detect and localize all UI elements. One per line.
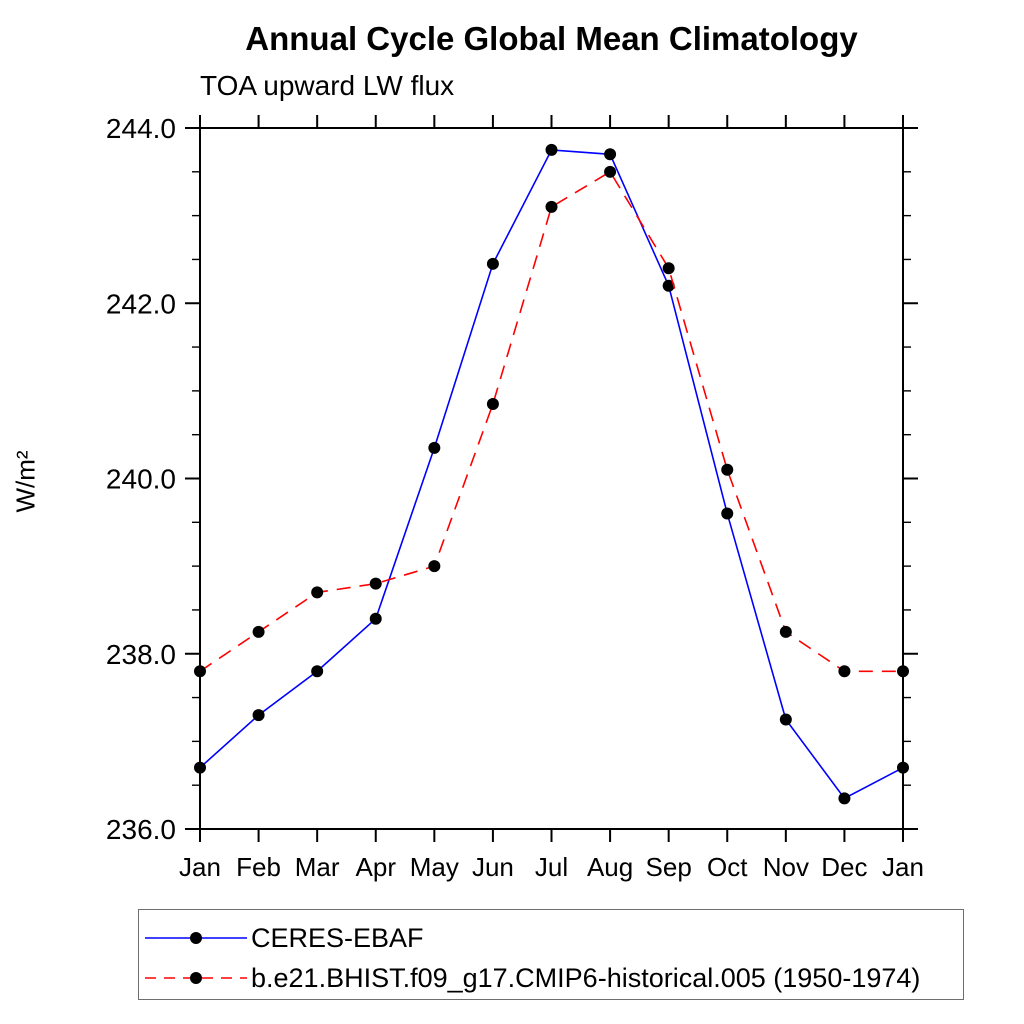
data-point-0-May: [428, 441, 441, 454]
data-point-0-Mar: [311, 665, 324, 678]
data-point-1-Dec: [838, 665, 851, 678]
x-tick-label: Feb: [236, 852, 281, 882]
data-point-1-Feb: [252, 625, 265, 638]
series-line-0: [199, 149, 904, 800]
data-point-0-Feb: [252, 709, 265, 722]
data-point-1-Jun: [486, 398, 499, 411]
x-tick-label: Dec: [821, 852, 867, 882]
chart-subtitle: TOA upward LW flux: [200, 70, 455, 101]
data-point-1-Jan: [194, 665, 206, 678]
data-point-0-Jan: [194, 761, 206, 774]
legend-box: CERES-EBAF b.e21.BHIST.f09_g17.CMIP6-his…: [138, 909, 964, 1000]
data-point-0-Oct: [721, 507, 734, 520]
x-tick-label: Mar: [295, 852, 340, 882]
x-tick-label: Jan: [882, 852, 924, 882]
data-point-1-Aug: [604, 165, 617, 178]
data-point-0-Apr: [369, 612, 382, 625]
data-point-0-Jan: [897, 761, 909, 774]
legend-item-model: b.e21.BHIST.f09_g17.CMIP6-historical.005…: [143, 963, 920, 993]
x-tick-label: Oct: [707, 852, 748, 882]
data-point-1-Jan: [897, 665, 909, 678]
chart-title: Annual Cycle Global Mean Climatology: [245, 20, 858, 57]
y-tick-label: 242.0: [106, 288, 176, 319]
data-point-0-Aug: [604, 148, 617, 161]
data-point-0-Sep: [662, 279, 675, 292]
x-tick-label: Jun: [472, 852, 514, 882]
data-point-1-May: [428, 560, 441, 573]
y-axis-title: W/m²: [10, 450, 41, 513]
data-point-0-Jun: [486, 257, 499, 270]
data-point-0-Nov: [779, 713, 792, 726]
legend-marker-dot: [190, 972, 202, 984]
y-tick-label: 236.0: [106, 814, 176, 845]
x-tick-label: Jul: [535, 852, 568, 882]
data-point-0-Jul: [545, 143, 558, 156]
y-tick-label: 238.0: [106, 639, 176, 670]
x-tick-label: Jan: [179, 852, 221, 882]
data-point-1-Jul: [545, 200, 558, 213]
axes-frame: [199, 127, 904, 830]
data-point-0-Dec: [838, 792, 851, 805]
series-line-1: [199, 170, 903, 673]
legend-label-ceres-ebaf: CERES-EBAF: [251, 922, 424, 953]
legend-solid-line-sample: [145, 932, 247, 944]
data-point-1-Apr: [369, 577, 382, 590]
y-tick-label: 240.0: [106, 464, 176, 495]
legend-dashed-line-sample: [145, 972, 247, 984]
x-tick-label: Apr: [356, 852, 397, 882]
legend-marker-dot: [190, 932, 202, 944]
data-point-1-Mar: [311, 586, 324, 599]
x-tick-label: Aug: [587, 852, 633, 882]
data-point-1-Nov: [779, 625, 792, 638]
legend-item-ceres-ebaf: CERES-EBAF: [143, 923, 424, 953]
legend-label-model: b.e21.BHIST.f09_g17.CMIP6-historical.005…: [251, 962, 921, 993]
y-tick-label: 244.0: [106, 113, 176, 144]
x-tick-label: Sep: [646, 852, 692, 882]
data-point-1-Oct: [721, 463, 734, 476]
data-point-1-Sep: [662, 262, 675, 275]
x-tick-label: Nov: [763, 852, 809, 882]
x-tick-label: May: [410, 852, 459, 882]
